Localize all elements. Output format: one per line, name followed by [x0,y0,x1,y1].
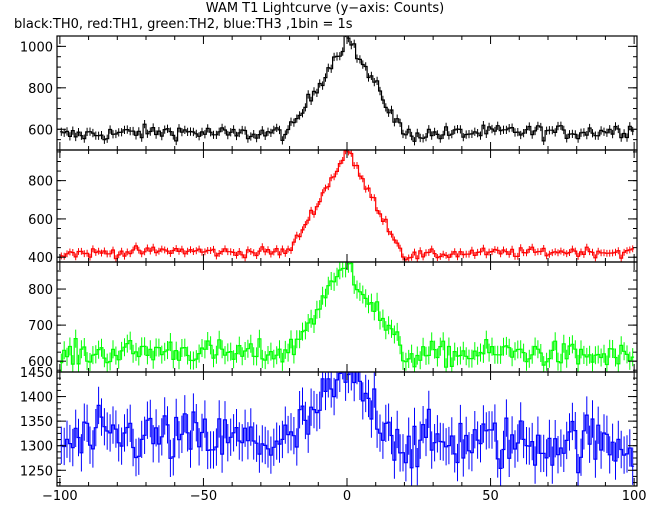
lightcurve-th0 [59,36,635,142]
y-tick-label-th3: 1250 [20,464,53,479]
errorbars-th1 [60,150,634,262]
y-tick-label-th2: 700 [28,319,53,334]
lightcurve-th2 [59,262,635,368]
y-tick-label-th2: 800 [28,283,53,298]
x-tick-label: 50 [482,489,499,504]
y-tick-label-th3: 1450 [20,366,53,381]
x-tick-label: 0 [343,489,351,504]
y-tick-label-th2: 600 [28,355,53,370]
panel-frame-th1 [56,149,638,263]
y-tick-label-th0: 800 [28,82,53,97]
y-tick-label-th1: 800 [28,175,53,190]
y-tick-label-th1: 400 [28,251,53,266]
y-tick-label-th3: 1400 [20,391,53,406]
lightcurve-th1 [59,150,635,261]
x-tick-label: 100 [622,489,647,504]
y-tick-label-th0: 600 [28,123,53,138]
y-tick-label-th3: 1350 [20,415,53,430]
y-tick-label-th3: 1300 [20,440,53,455]
series-th2 [59,262,635,372]
errorbars-th0 [60,36,634,146]
x-tick-label: −50 [190,489,217,504]
x-tick-label: −100 [42,489,78,504]
chart-subtitle: black:TH0, red:TH1, green:TH2, blue:TH3 … [14,17,353,32]
y-tick-label-th1: 600 [28,213,53,228]
series-th0 [59,36,635,146]
y-tick-label-th0: 1000 [20,40,53,55]
panel-frame-th3 [56,371,638,487]
panel-frame-th0 [56,35,638,151]
series-th1 [59,150,635,262]
panel-frame-th2 [56,261,638,373]
chart-title: WAM T1 Lightcurve (y−axis: Counts) [205,1,445,16]
errorbars-th2 [60,262,634,372]
